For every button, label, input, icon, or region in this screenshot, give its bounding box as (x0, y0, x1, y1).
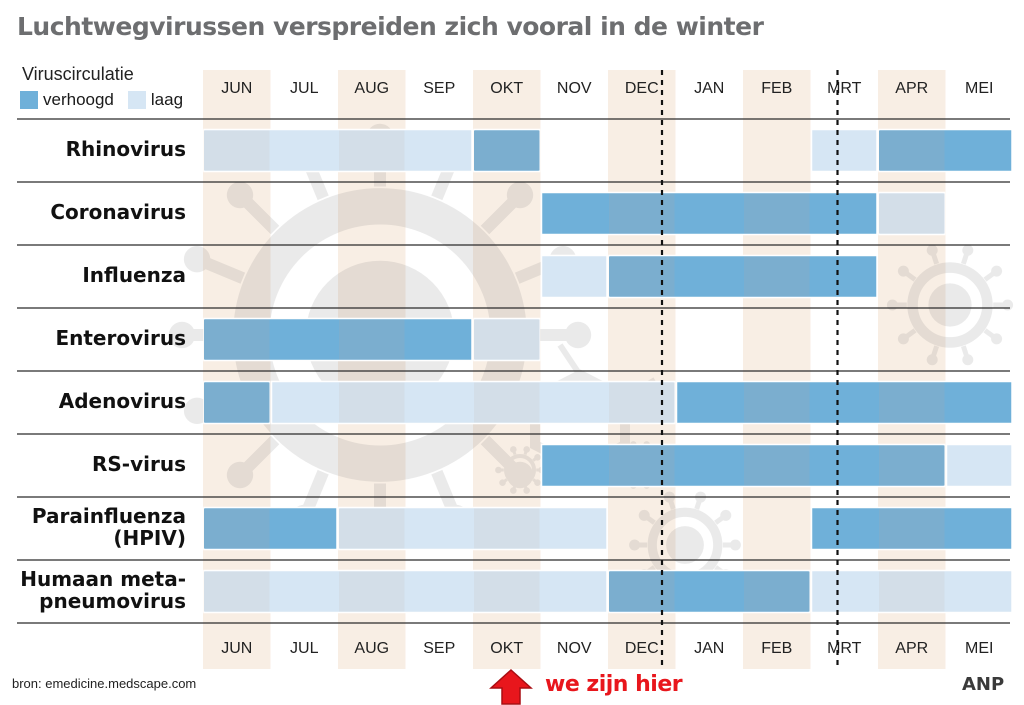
month-label-bottom-mrt: MRT (827, 640, 862, 657)
bar-tint (339, 130, 405, 171)
anp-logo: ANP (962, 674, 1005, 695)
bar-tint (879, 130, 945, 171)
month-label-bottom-feb: FEB (761, 640, 792, 657)
bar-tint (744, 445, 810, 486)
month-label-bottom-mei: MEI (965, 640, 993, 657)
month-label-bottom-dec: DEC (625, 640, 659, 657)
month-label-top-aug: AUG (354, 80, 389, 97)
bar-tint (609, 193, 675, 234)
month-label-bottom-nov: NOV (557, 640, 592, 657)
month-label-top-nov: NOV (557, 80, 592, 97)
bar-tint (339, 571, 405, 612)
month-label-top-jun: JUN (221, 80, 252, 97)
bar-adenovirus-high (675, 380, 1013, 425)
bar-tint (879, 571, 945, 612)
row-label-rhinovirus: Rhinovirus (66, 137, 186, 161)
bar-rs-virus-high (540, 443, 946, 488)
month-label-top-sep: SEP (423, 80, 455, 97)
bar-tint (879, 508, 945, 549)
current-month-marker-label: we zijn hier (545, 672, 683, 697)
row-label-humaan-meta-pneumovirus: pneumovirus (39, 589, 186, 613)
bar-tint (204, 319, 270, 360)
row-label-humaan-meta-pneumovirus: Humaan meta- (20, 567, 186, 591)
bar-tint (744, 256, 810, 297)
row-label-parainfluenza-hpiv: (HPIV) (113, 526, 186, 550)
row-label-adenovirus: Adenovirus (59, 389, 186, 413)
legend-label-high: verhoogd (43, 90, 114, 109)
bar-tint (879, 445, 945, 486)
month-label-top-feb: FEB (761, 80, 792, 97)
row-label-enterovirus: Enterovirus (55, 326, 186, 350)
month-label-top-dec: DEC (625, 80, 659, 97)
bar-tint (204, 508, 270, 549)
bar-tint (879, 193, 945, 234)
legend-swatch-high (20, 91, 38, 109)
bar-tint (609, 382, 675, 423)
bar-tint (474, 130, 540, 171)
bar-tint (474, 571, 540, 612)
row-label-parainfluenza-hpiv: Parainfluenza (32, 504, 186, 528)
bar-tint (474, 382, 540, 423)
bar-tint (609, 445, 675, 486)
month-label-bottom-jan: JAN (694, 640, 724, 657)
bar-rhinovirus-low (810, 128, 878, 173)
month-label-bottom-okt: OKT (490, 640, 523, 657)
source-note: bron: emedicine.medscape.com (12, 676, 197, 691)
bar-influenza-low (540, 254, 608, 299)
month-label-top-mrt: MRT (827, 80, 862, 97)
bar-tint (204, 130, 270, 171)
bar-tint (609, 256, 675, 297)
month-label-top-apr: APR (895, 80, 928, 97)
bar-tint (474, 508, 540, 549)
bar-tint (204, 571, 270, 612)
bar-tint (744, 382, 810, 423)
month-label-top-mei: MEI (965, 80, 993, 97)
legend-title: Viruscirculatie (22, 64, 134, 84)
row-label-rs-virus: RS-virus (92, 452, 186, 476)
bar-tint (339, 382, 405, 423)
bar-tint (339, 508, 405, 549)
legend-swatch-low (127, 91, 146, 109)
bar-humaan-meta-pneumovirus-low (203, 569, 608, 614)
month-label-top-jul: JUL (290, 80, 319, 97)
legend: verhoogd laag (20, 90, 183, 110)
bar-adenovirus-low (270, 380, 676, 425)
bar-tint (474, 319, 540, 360)
bar-rs-virus-low (945, 443, 1013, 488)
bar-coronavirus-high (540, 191, 878, 236)
bar-tint (744, 193, 810, 234)
month-label-bottom-apr: APR (895, 640, 928, 657)
month-label-top-jan: JAN (694, 80, 724, 97)
up-arrow-icon (489, 669, 533, 705)
bar-tint (204, 382, 270, 423)
row-label-coronavirus: Coronavirus (50, 200, 186, 224)
month-label-top-okt: OKT (490, 80, 523, 97)
legend-label-low: laag (150, 90, 184, 109)
bar-tint (339, 319, 405, 360)
chart-title: Luchtwegvirussen verspreiden zich vooral… (17, 12, 764, 41)
month-label-bottom-sep: SEP (423, 640, 455, 657)
month-stripe-feb (743, 70, 811, 669)
month-stripe-dec (608, 70, 676, 669)
month-label-bottom-jun: JUN (221, 640, 252, 657)
bar-tint (744, 571, 810, 612)
month-label-bottom-jul: JUL (290, 640, 319, 657)
month-label-bottom-aug: AUG (354, 640, 389, 657)
bar-tint (609, 571, 675, 612)
row-label-influenza: Influenza (82, 263, 186, 287)
bar-tint (879, 382, 945, 423)
